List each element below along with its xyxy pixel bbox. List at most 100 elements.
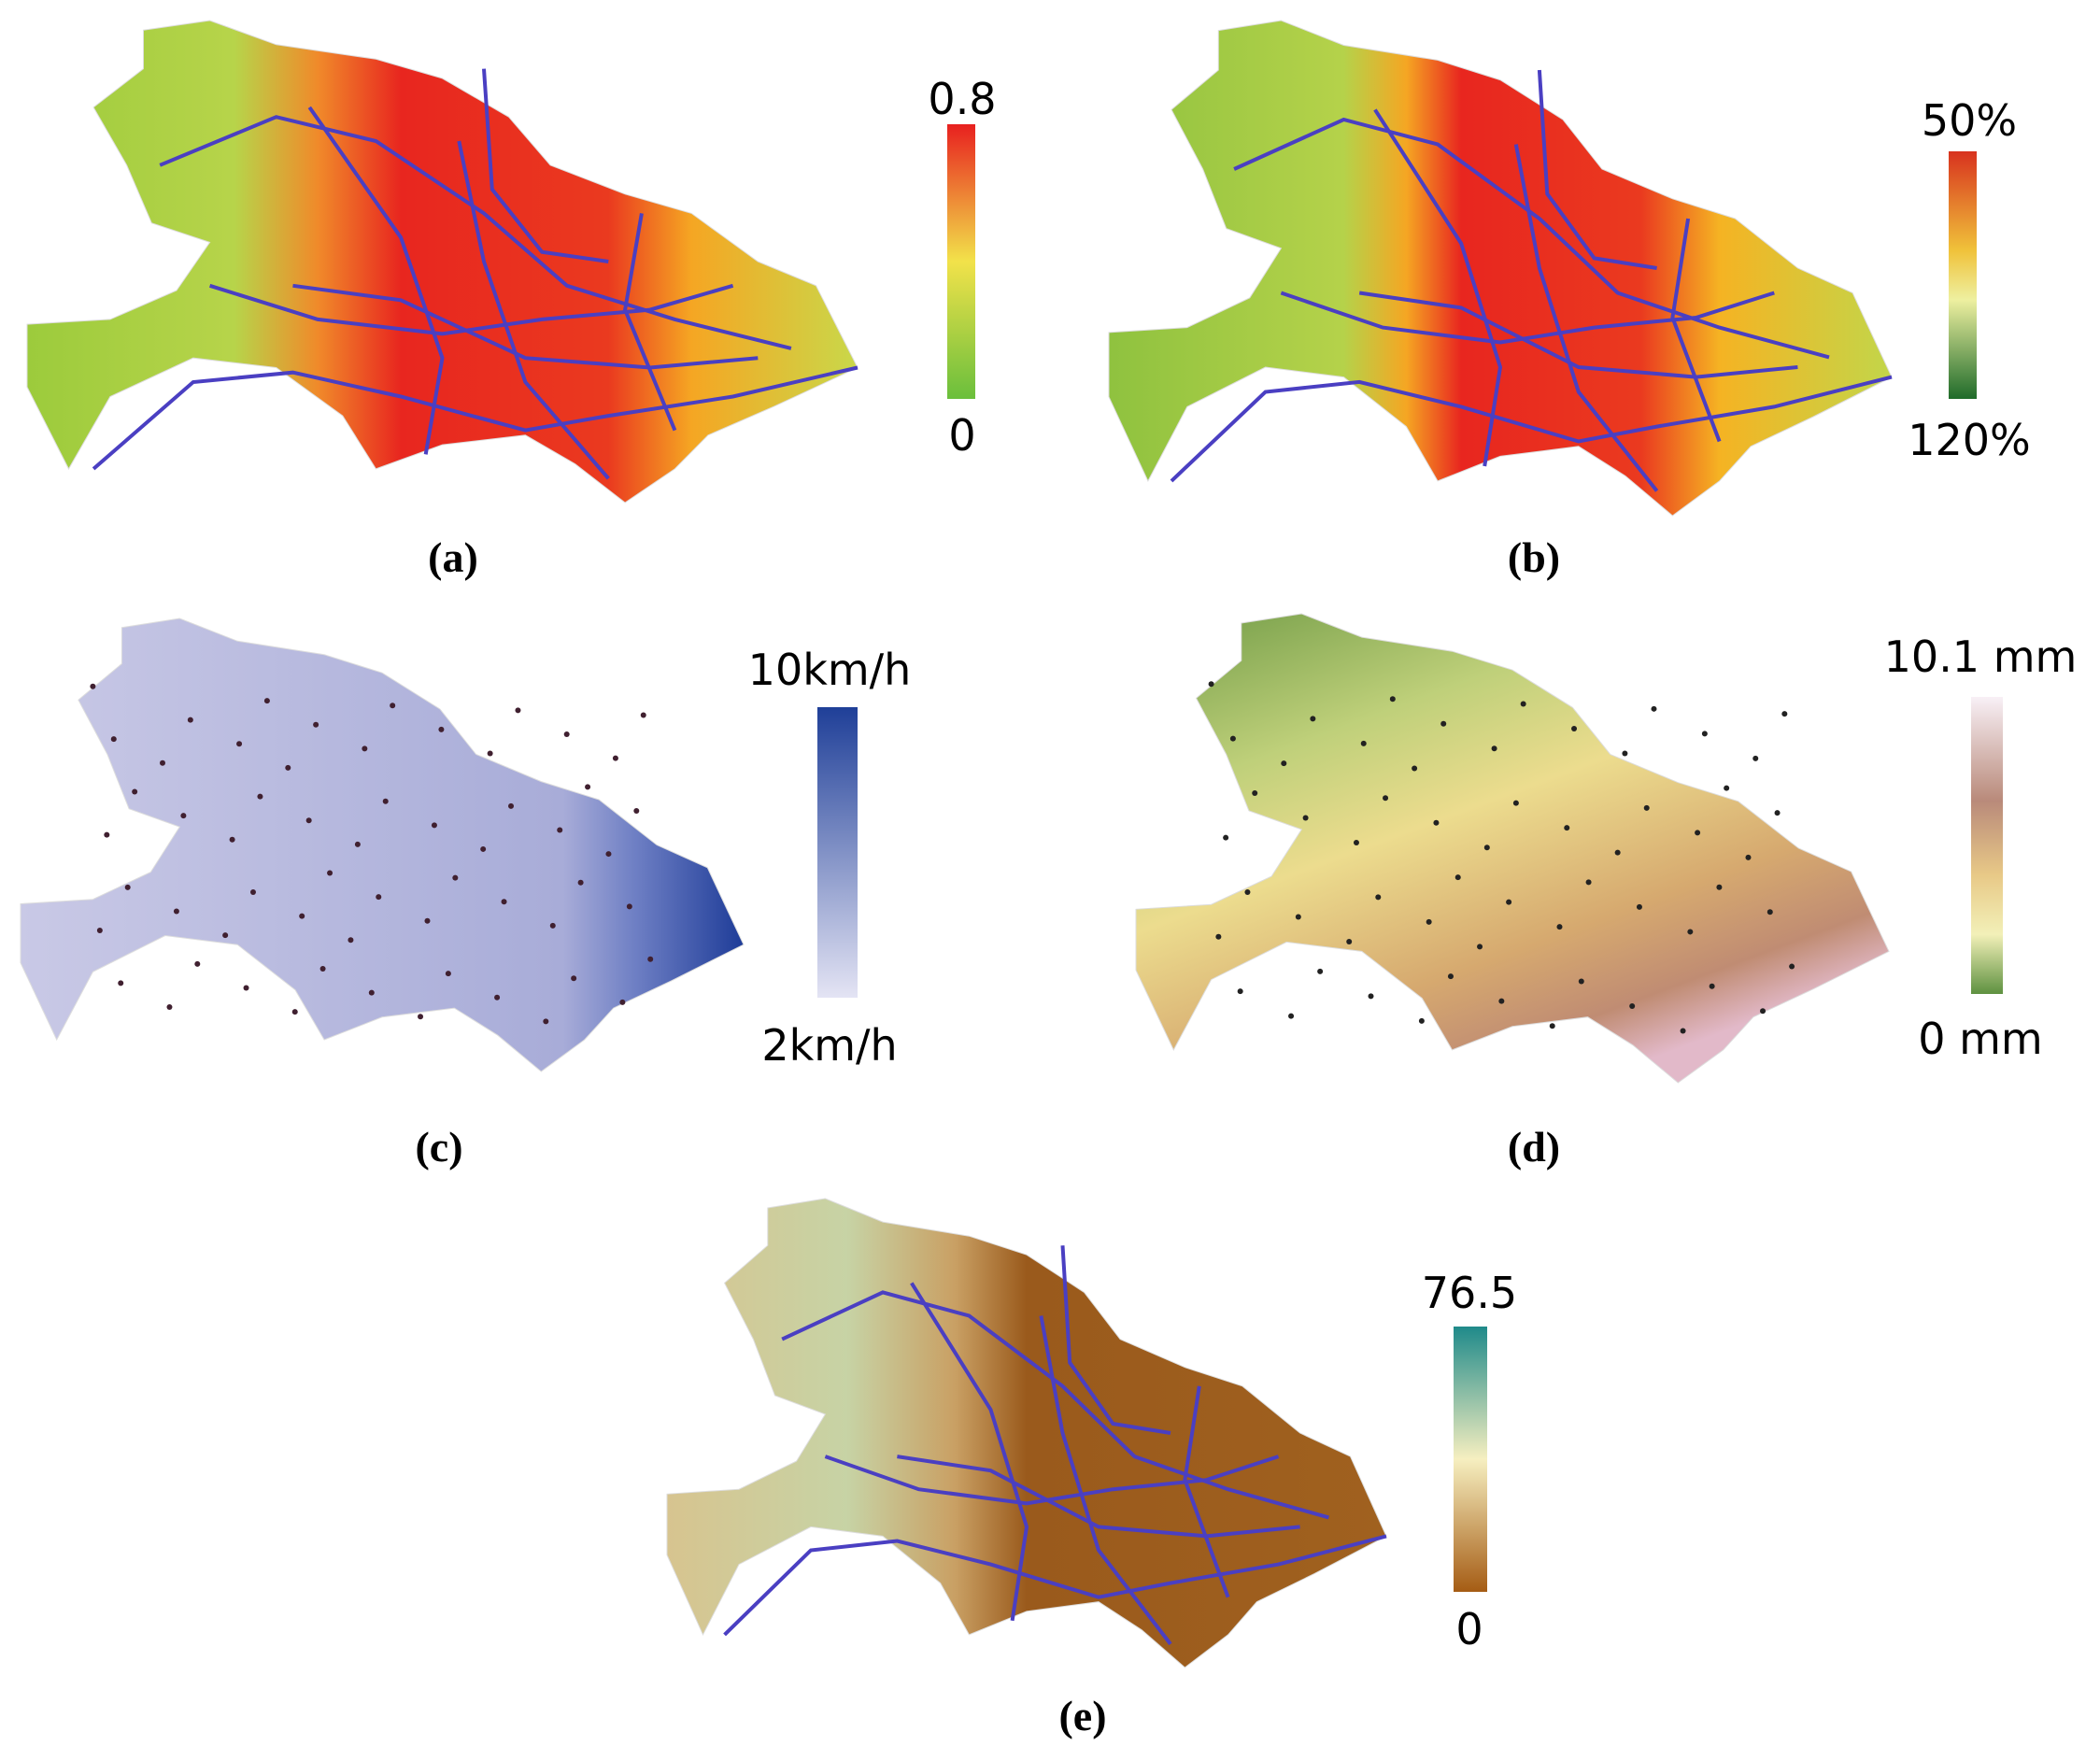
station	[438, 726, 445, 732]
road	[1373, 108, 1503, 467]
station	[557, 827, 563, 833]
station	[480, 845, 487, 852]
station	[1549, 1023, 1555, 1029]
station	[376, 894, 382, 901]
colorbar	[817, 707, 858, 998]
station	[1346, 939, 1353, 945]
station	[1412, 765, 1418, 772]
station	[1512, 800, 1519, 806]
station	[257, 793, 263, 800]
station	[96, 928, 103, 934]
station	[90, 683, 96, 689]
station	[327, 870, 333, 876]
road	[1513, 144, 1659, 492]
station	[1789, 963, 1795, 970]
road	[623, 213, 677, 432]
station	[249, 889, 256, 896]
station	[124, 884, 131, 890]
colorbar	[1454, 1327, 1487, 1592]
station	[515, 707, 521, 714]
station	[1295, 914, 1301, 920]
station	[1360, 740, 1367, 746]
station	[1237, 988, 1243, 995]
station	[549, 922, 556, 929]
station	[354, 841, 361, 847]
station	[1687, 929, 1694, 935]
road	[824, 1455, 1280, 1506]
station	[1629, 1002, 1636, 1009]
station	[543, 1018, 549, 1025]
station	[1483, 845, 1490, 851]
station	[362, 745, 368, 752]
station	[619, 999, 626, 1005]
legend-min: 2km/h	[761, 1020, 897, 1071]
station	[319, 966, 326, 972]
caption: (d)	[1508, 1123, 1560, 1171]
colorbar	[1949, 151, 1977, 399]
colorbar	[947, 124, 975, 399]
station	[229, 836, 235, 843]
station	[1477, 944, 1483, 950]
station	[1244, 889, 1251, 896]
station	[243, 985, 249, 991]
station	[626, 903, 632, 910]
road	[1183, 1385, 1230, 1598]
station	[160, 759, 166, 766]
station	[1368, 993, 1374, 1000]
station	[640, 712, 646, 718]
station	[166, 1004, 173, 1011]
station	[1643, 804, 1650, 811]
road	[482, 68, 609, 263]
road	[897, 1455, 1300, 1539]
caption: (b)	[1508, 533, 1560, 581]
caption: (c)	[415, 1123, 462, 1171]
station	[1223, 834, 1229, 841]
legend-min: 0	[1455, 1604, 1483, 1654]
station	[1375, 894, 1382, 901]
road	[781, 1290, 1329, 1520]
station	[118, 980, 124, 986]
station	[1709, 983, 1715, 989]
region-map	[666, 1198, 1387, 1668]
station	[605, 851, 612, 858]
station	[1208, 681, 1214, 688]
region-map	[1135, 613, 1890, 1084]
station	[1317, 968, 1324, 974]
station	[1716, 884, 1723, 890]
station	[1310, 716, 1316, 722]
station	[431, 822, 437, 829]
road	[1060, 1245, 1171, 1435]
road	[159, 115, 792, 350]
region-map	[1108, 20, 1893, 517]
station	[1353, 839, 1359, 845]
station	[173, 908, 179, 915]
station	[132, 788, 138, 795]
road	[292, 283, 759, 370]
station	[313, 721, 319, 728]
station	[494, 994, 501, 1001]
station	[563, 731, 570, 737]
station	[1281, 760, 1287, 767]
station	[1440, 720, 1447, 727]
station	[1506, 899, 1512, 905]
station	[1520, 701, 1526, 707]
road	[1233, 117, 1830, 360]
station	[501, 899, 507, 905]
station	[1215, 933, 1222, 940]
station	[1418, 1017, 1425, 1024]
road	[457, 140, 610, 480]
station	[382, 798, 389, 804]
station	[1288, 1013, 1295, 1019]
station	[577, 879, 584, 886]
station	[1498, 998, 1505, 1004]
road	[1280, 291, 1775, 345]
road	[1039, 1315, 1172, 1646]
station	[1614, 849, 1621, 856]
station	[1680, 1028, 1686, 1034]
station	[1578, 978, 1584, 985]
maps	[20, 20, 1893, 1668]
station	[571, 975, 577, 982]
road	[723, 1534, 1387, 1637]
station	[1767, 909, 1773, 915]
station	[445, 971, 451, 977]
